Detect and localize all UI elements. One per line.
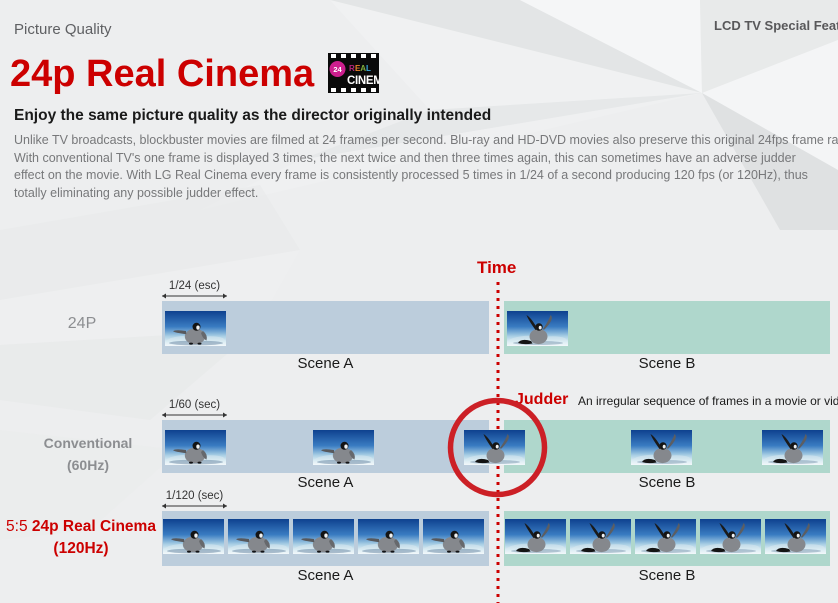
svg-text:24: 24 <box>333 65 342 74</box>
svg-text:L: L <box>366 64 371 73</box>
svg-text:CINEMA: CINEMA <box>347 75 379 87</box>
